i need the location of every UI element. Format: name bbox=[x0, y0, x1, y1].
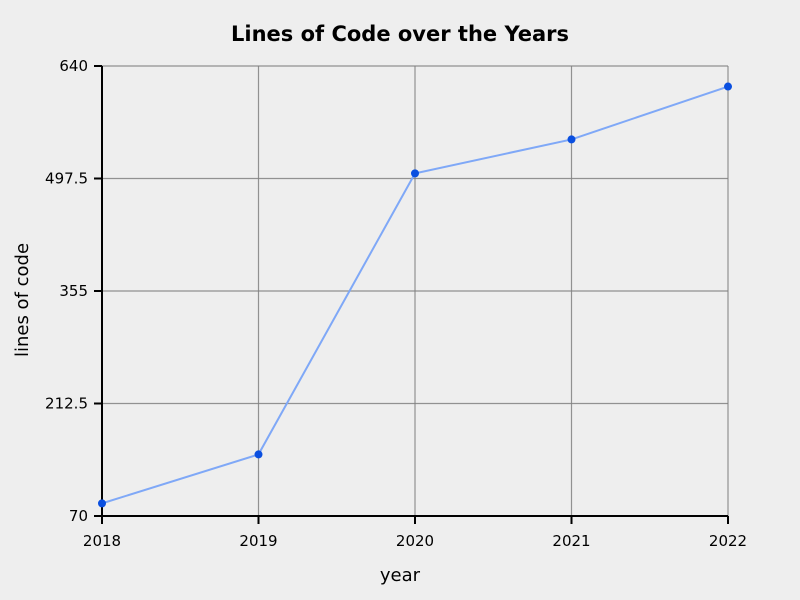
data-series bbox=[98, 82, 732, 508]
data-point bbox=[254, 450, 263, 459]
data-point bbox=[98, 499, 106, 508]
x-axis-label: year bbox=[380, 565, 421, 586]
x-tick-label: 2021 bbox=[552, 532, 590, 550]
x-tick-label: 2022 bbox=[709, 532, 747, 550]
chart-title: Lines of Code over the Years bbox=[231, 22, 569, 46]
x-tick-label: 2020 bbox=[396, 532, 434, 550]
y-tick-label: 640 bbox=[59, 57, 88, 75]
axes bbox=[94, 65, 729, 524]
data-point bbox=[411, 169, 419, 178]
data-point bbox=[724, 82, 732, 91]
y-tick-label: 355 bbox=[59, 282, 88, 300]
tick-labels: 70 212.5 355 497.5 640 2018 2019 2020 2021 2022 bbox=[45, 57, 747, 550]
y-tick-label: 70 bbox=[69, 507, 88, 525]
x-tick-label: 2018 bbox=[83, 532, 121, 550]
grid-lines bbox=[102, 65, 729, 516]
y-tick-label: 497.5 bbox=[45, 170, 88, 188]
data-point bbox=[567, 135, 576, 144]
x-tick-label: 2019 bbox=[239, 532, 277, 550]
y-axis-label: lines of code bbox=[12, 243, 33, 357]
y-tick-label: 212.5 bbox=[45, 395, 88, 413]
